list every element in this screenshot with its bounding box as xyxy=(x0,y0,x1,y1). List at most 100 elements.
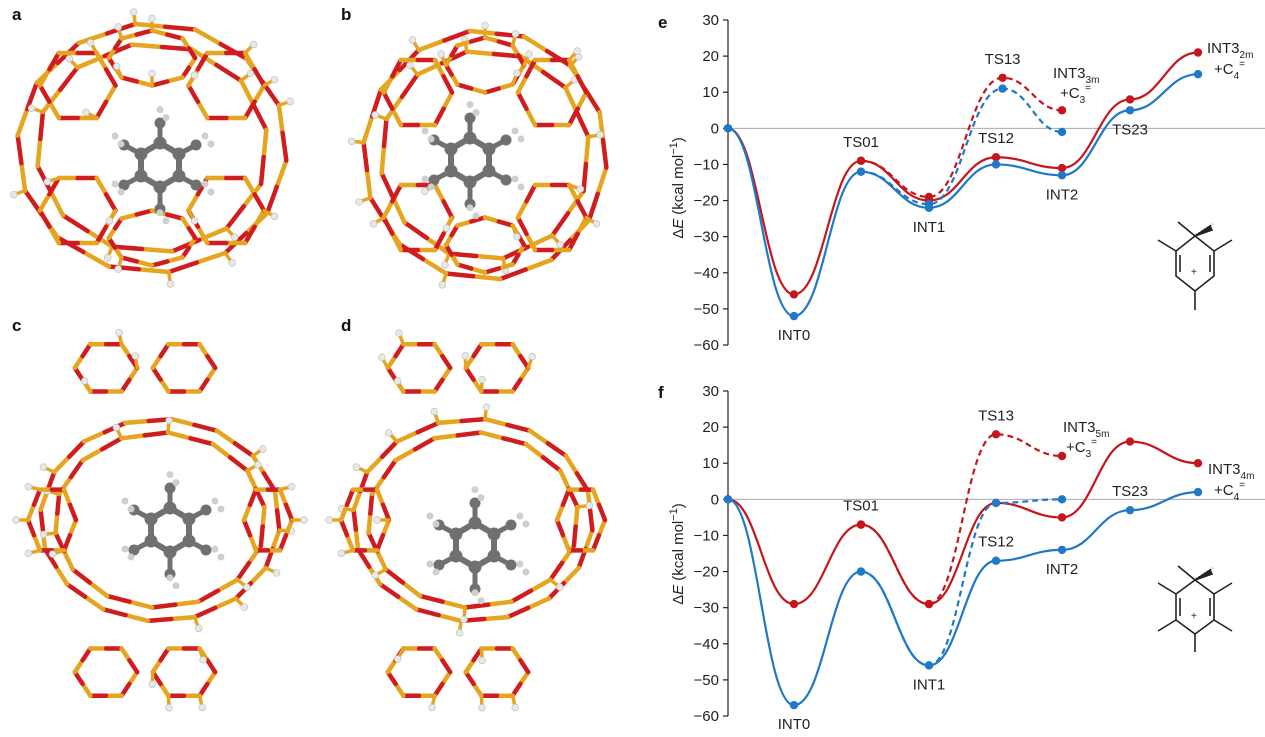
y-tick-label: −60 xyxy=(694,337,719,354)
state-label-TS23: TS23 xyxy=(1112,483,1148,500)
svg-text:ΔE(kcal mol−1): ΔE (kcal mol−1) xyxy=(668,503,687,605)
data-point-red-solid xyxy=(1125,95,1135,104)
y-axis-f: 30 20 10 0 −10 −20 −30 −40 −50 −60 xyxy=(694,383,1265,725)
int3-main-psup: = xyxy=(1239,480,1245,491)
state-label-INT1: INT1 xyxy=(913,219,946,236)
series-line-blue-solid xyxy=(727,491,1199,707)
zeolite-cage-structure-a xyxy=(10,8,294,288)
y-tick-label: 10 xyxy=(702,84,719,101)
svg-text:INT33m: INT33m xyxy=(1053,65,1099,86)
int3-side-base: INT3 xyxy=(1053,65,1086,82)
y-tick-label: 30 xyxy=(702,383,719,400)
ylabel-unit: (kcal mol xyxy=(670,521,687,581)
int3-main-base: INT3 xyxy=(1208,461,1241,478)
data-point-blue-solid xyxy=(1125,106,1135,115)
data-point-red-solid xyxy=(789,599,799,609)
int3-side-base: INT3 xyxy=(1063,419,1096,436)
ylabel-delta: Δ xyxy=(670,229,687,239)
series-line-red-solid xyxy=(727,51,1199,296)
y-tick-label: −40 xyxy=(694,636,719,653)
energy-profile-chart-e: 30 20 10 0 −10 −20 −30 −40 −50 −60 ΔE (kcal mol−1)… xyxy=(668,12,1265,354)
ylabel-sup: −1 xyxy=(668,142,680,155)
y-axis-label-f: ΔE (kcal mol−1) xyxy=(668,503,687,605)
data-point-blue-solid xyxy=(991,556,1001,565)
y-tick-label: −50 xyxy=(694,672,719,689)
ylabel-unit: (kcal mol xyxy=(670,155,687,215)
panel-d-label: d xyxy=(341,316,351,335)
state-label-INT2: INT2 xyxy=(1046,186,1079,203)
data-point-red-solid xyxy=(789,290,799,299)
state-label-TS01: TS01 xyxy=(843,498,879,515)
state-label-TS01: TS01 xyxy=(843,134,879,151)
state-label-TS13: TS13 xyxy=(985,51,1021,68)
ylabel-close: ) xyxy=(670,503,687,508)
state-label-INT0: INT0 xyxy=(778,716,811,733)
y-tick-label: 20 xyxy=(702,48,719,65)
int3-labels-e: INT33m +C3= INT32m +C4= xyxy=(1053,40,1253,106)
data-point-blue-solid xyxy=(1057,545,1067,555)
int3-main-plus: +C xyxy=(1214,482,1234,499)
data-point-red-solid xyxy=(1193,48,1203,57)
int3-main-psub: 4 xyxy=(1234,71,1240,82)
data-point-red-dashed xyxy=(991,430,1001,439)
data-point-red-dashed xyxy=(924,192,934,202)
int3-labels-f: INT35m +C3= INT34m +C4= xyxy=(1063,419,1254,503)
series-line-blue-dashed xyxy=(860,498,1063,667)
svg-text:+C3=: +C3= xyxy=(1066,437,1097,460)
plus-sign-f: + xyxy=(1191,611,1197,622)
int3-main-psub: 4 xyxy=(1234,492,1240,503)
state-label-TS12: TS12 xyxy=(978,130,1014,147)
ylabel-delta: Δ xyxy=(670,595,687,605)
data-point-blue-solid xyxy=(1057,171,1067,180)
data-point-blue-dashed xyxy=(1057,127,1067,137)
carbocation-structure-e: + xyxy=(1157,221,1233,310)
ylabel-close: ) xyxy=(670,137,687,142)
y-tick-label: −20 xyxy=(694,193,719,210)
int3-side-sub: 3m xyxy=(1086,75,1100,86)
data-point-red-solid xyxy=(1057,163,1067,173)
y-axis-e: 30 20 10 0 −10 −20 −30 −40 −50 −60 xyxy=(694,12,1265,354)
data-point-blue-solid xyxy=(1193,487,1203,497)
int3-main-sub: 4m xyxy=(1241,471,1255,482)
int3-side-psub: 3 xyxy=(1086,449,1092,460)
svg-text:+C3=: +C3= xyxy=(1060,83,1091,106)
zeolite-cage-structure-d xyxy=(325,329,608,712)
panel-c-label: c xyxy=(12,316,21,335)
panel-a-label: a xyxy=(12,5,22,24)
svg-text:+C4=: +C4= xyxy=(1214,480,1245,503)
int3-side-psub: 3 xyxy=(1080,95,1086,106)
state-label-INT2: INT2 xyxy=(1046,561,1079,578)
data-point-red-dashed xyxy=(998,73,1007,82)
data-point-red-dashed xyxy=(1057,106,1067,115)
zeolite-cage-structure-c xyxy=(12,328,308,712)
y-tick-label: −60 xyxy=(694,708,719,725)
zeolite-cage-structure-b xyxy=(347,21,609,289)
data-point-red-dashed xyxy=(856,520,866,529)
data-point-blue-solid xyxy=(723,124,733,133)
y-tick-label: −50 xyxy=(694,301,719,318)
data-point-red-dashed xyxy=(1057,451,1067,461)
state-label-TS13: TS13 xyxy=(978,407,1014,424)
ylabel-e: E xyxy=(670,584,687,595)
series-line-blue-dashed xyxy=(860,87,1063,206)
int3-side-psup: = xyxy=(1085,83,1091,94)
y-tick-label: 0 xyxy=(711,491,719,508)
series-line-red-solid xyxy=(727,440,1199,606)
ylabel-sup: −1 xyxy=(668,508,680,521)
y-tick-label: −10 xyxy=(694,527,719,544)
data-point-red-solid xyxy=(1057,513,1067,522)
svg-text:ΔE(kcal mol−1): ΔE (kcal mol−1) xyxy=(668,137,687,239)
data-point-blue-dashed xyxy=(856,167,866,176)
svg-text:INT34m: INT34m xyxy=(1208,461,1254,482)
data-point-blue-solid xyxy=(723,495,733,504)
state-label-TS23: TS23 xyxy=(1112,121,1148,138)
svg-text:INT32m: INT32m xyxy=(1207,40,1253,61)
data-point-red-solid xyxy=(1193,459,1203,468)
data-point-blue-solid xyxy=(1125,505,1135,515)
y-tick-label: −20 xyxy=(694,564,719,581)
int3-side-psup: = xyxy=(1091,437,1097,448)
data-point-blue-solid xyxy=(789,700,799,710)
data-point-red-solid xyxy=(1125,437,1135,446)
svg-text:INT35m: INT35m xyxy=(1063,419,1109,440)
